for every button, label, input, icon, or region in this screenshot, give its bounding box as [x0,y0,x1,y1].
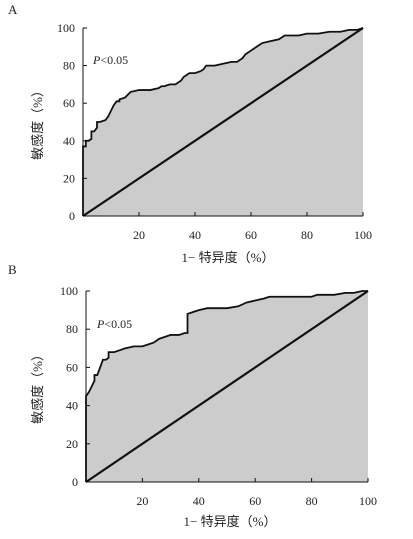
roc-curve [85,290,368,482]
x-tick-label: 60 [249,494,261,508]
y-tick-label: 80 [63,59,75,73]
y-axis-label: 敏感度（%） [30,84,45,160]
y-tick-label: 60 [66,360,78,374]
y-axis-label: 敏感度（%） [30,348,45,424]
x-tick-label: 80 [301,228,313,242]
p-value-annotation: P<0.05 [96,317,132,331]
p-value-annotation: P<0.05 [92,53,128,67]
x-axis-label: 1− 特异度（%） [182,250,275,265]
x-tick-label: 100 [359,494,377,508]
y-tick-label: 40 [63,134,75,148]
x-tick-label: 80 [306,494,318,508]
y-tick-label: 60 [63,96,75,110]
y-tick-label: 0 [72,475,78,489]
x-axis-label: 1− 特异度（%） [184,514,277,529]
x-tick-label: 40 [193,494,205,508]
panel-a: A 0 20 40 60 80 100 20 40 60 80 100 P<0.05 1− 特异度（%） 敏… [8,2,372,265]
y-tick-label: 100 [60,284,78,298]
panel-b: B 0 20 40 60 80 100 20 40 60 80 100 P<0.05 1− 特异度（%） 敏… [8,262,377,529]
y-tick-label: 0 [69,209,75,223]
x-tick-label: 20 [133,228,145,242]
panel-letter: B [8,262,17,277]
y-tick-label: 20 [66,437,78,451]
y-tick-label: 80 [66,322,78,336]
x-tick-label: 20 [136,494,148,508]
y-tick-label: 100 [57,21,75,35]
y-tick-label: 40 [66,399,78,413]
panel-letter: A [8,2,18,17]
x-tick-label: 60 [245,228,257,242]
x-tick-label: 100 [354,228,372,242]
roc-curve [82,27,364,216]
reference-diagonal [85,290,369,483]
y-tick-label: 20 [63,171,75,185]
reference-diagonal [82,27,364,217]
x-tick-label: 40 [189,228,201,242]
